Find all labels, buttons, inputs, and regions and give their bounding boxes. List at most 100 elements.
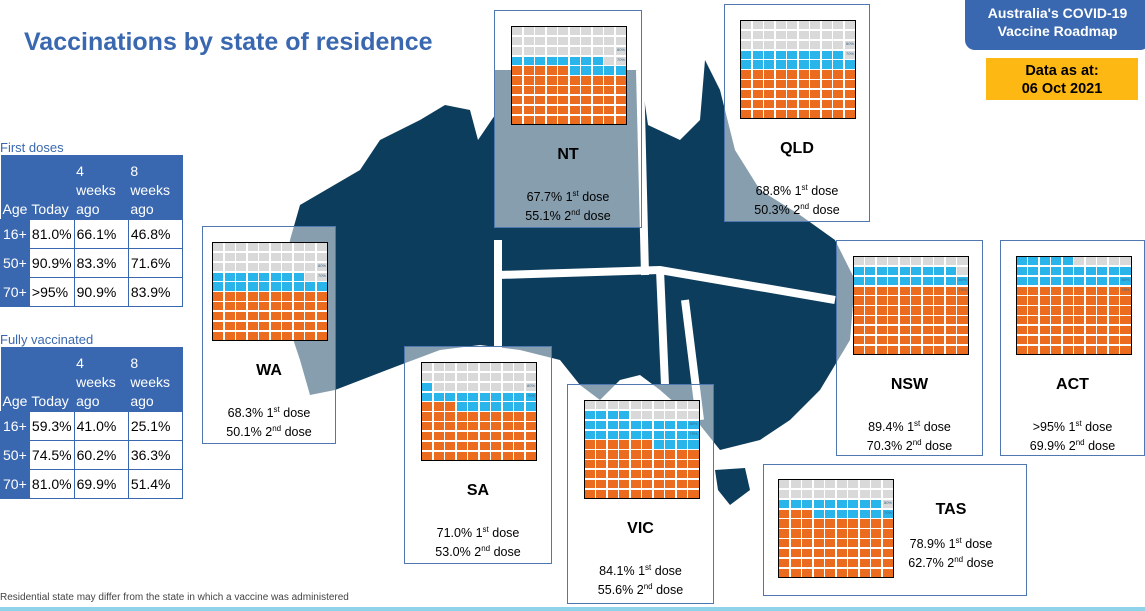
waffle-cell (456, 412, 467, 421)
waffle-cell (584, 430, 595, 439)
waffle-cell (630, 450, 641, 459)
waffle-cell (535, 36, 546, 46)
waffle-cell (741, 80, 752, 89)
waffle-cell (741, 70, 752, 79)
first-dose-label: 1st dose (907, 419, 951, 435)
waffle-cell (433, 363, 444, 372)
waffle-cell (836, 529, 847, 538)
waffle-cell (911, 286, 922, 295)
waffle-cell (236, 282, 247, 291)
waffle-cell (888, 345, 899, 354)
waffle-cell (213, 272, 224, 281)
waffle-cell (604, 86, 615, 95)
waffle-cell (642, 450, 653, 459)
waffle-cell: 70% (882, 509, 893, 518)
waffle-cell (899, 296, 910, 305)
second-dose-label: 2nd dose (265, 424, 312, 440)
waffle-cell (1097, 266, 1108, 276)
waffle-cell (665, 430, 676, 439)
waffle-cell (922, 325, 933, 335)
waffle-cell (1108, 325, 1119, 335)
marker-80: 80% (845, 40, 854, 46)
waffle-cell (802, 558, 813, 568)
waffle-cell (422, 363, 433, 372)
waffle-cell (922, 296, 933, 305)
waffle-cell (546, 56, 557, 65)
waffle-cell (604, 46, 615, 56)
waffle-cell (502, 451, 513, 460)
waffle-cell: 80% (688, 420, 699, 430)
waffle-cell (871, 548, 882, 558)
waffle-cell (1016, 306, 1027, 315)
table-row: 16+ 59.3% 41.0% 25.1% (0, 410, 184, 441)
waffle-cell (802, 548, 813, 558)
second-dose-label: 2nd dose (636, 582, 684, 598)
waffle-cell (514, 382, 525, 392)
waffle-cell (445, 402, 456, 411)
waffle-cell (293, 243, 304, 252)
waffle-cell (653, 410, 664, 420)
waffle-cell (752, 99, 763, 109)
waffle-cell (876, 296, 887, 305)
waffle-cell (810, 60, 821, 69)
marker-70: 70% (616, 56, 625, 62)
waffle-cell (764, 60, 775, 69)
waffle-cell (604, 76, 615, 85)
waffle-cell (934, 266, 945, 276)
waffle-cell (1108, 286, 1119, 295)
waffle-cell (523, 76, 534, 85)
waffle-cell (456, 451, 467, 460)
waffle-cell (798, 60, 809, 69)
waffle-cell (502, 422, 513, 431)
waffle-cell (224, 262, 235, 272)
value-cell: 66.1% (73, 218, 129, 249)
waffle-cell (911, 296, 922, 305)
waffle-cell (445, 412, 456, 421)
waffle-cell (596, 460, 607, 469)
marker-70: 70% (1121, 286, 1130, 292)
waffle-cell (1074, 286, 1085, 295)
waffle-cell (525, 412, 536, 421)
waffle-cell (688, 460, 699, 469)
waffle-cell (1028, 266, 1039, 276)
waffle-cell (665, 401, 676, 410)
waffle-cell (813, 529, 824, 538)
waffle-cell (236, 311, 247, 321)
waffle-cell (456, 402, 467, 411)
waffle-cell (876, 316, 887, 325)
waffle-cell (316, 321, 327, 331)
waffle-cell (665, 420, 676, 430)
waffle-cell: 80% (525, 382, 536, 392)
waffle-cell (1120, 335, 1131, 345)
waffle-cell (844, 30, 855, 40)
waffle-cell: 80% (615, 46, 626, 56)
waffle-cell (535, 66, 546, 75)
waffle-cell (825, 558, 836, 568)
waffle-cell (592, 46, 603, 56)
waffle-cell (282, 282, 293, 291)
waffle-cell (911, 325, 922, 335)
waffle-cell (584, 479, 595, 489)
waffle-cell (512, 36, 523, 46)
waffle-cell (865, 266, 876, 276)
waffle-cell (934, 257, 945, 266)
waffle-cell (1120, 306, 1131, 315)
first-dose-value: 89.4% (868, 420, 904, 435)
waffle-cell (592, 115, 603, 124)
waffle-cell (546, 46, 557, 56)
waffle-cell (558, 46, 569, 56)
waffle-cell (945, 316, 956, 325)
waffle-cell (259, 243, 270, 252)
waffle-cell (479, 363, 490, 372)
waffle-cell (468, 441, 479, 451)
waffle-cell (844, 60, 855, 69)
waffle-cell: 80% (882, 499, 893, 509)
waffle-cell (911, 345, 922, 354)
waffle-cell (752, 60, 763, 69)
waffle-cell (546, 115, 557, 124)
waffle-cell (888, 335, 899, 345)
waffle-cell (876, 276, 887, 286)
state-panel-wa: 80% 70% WA 68.3% 1st dose 50.1% 2nd dose (202, 226, 336, 444)
waffle-cell (945, 257, 956, 266)
waffle-cell (259, 272, 270, 281)
